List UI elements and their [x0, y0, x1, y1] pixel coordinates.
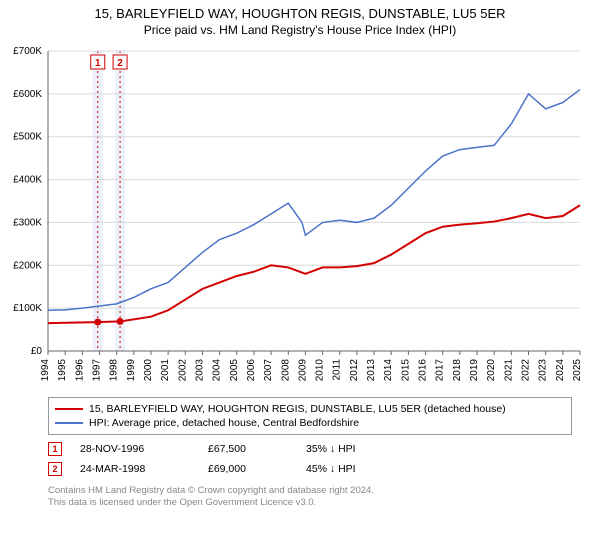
svg-text:2022: 2022 [521, 359, 532, 382]
legend-item: HPI: Average price, detached house, Cent… [55, 416, 565, 430]
svg-text:1997: 1997 [91, 359, 102, 382]
sales-row: 1 28-NOV-1996 £67,500 35% ↓ HPI [48, 439, 572, 459]
svg-text:2018: 2018 [452, 359, 463, 382]
sale-price: £69,000 [208, 463, 288, 475]
svg-text:2024: 2024 [555, 359, 566, 382]
svg-text:1: 1 [95, 58, 101, 69]
svg-text:1998: 1998 [109, 359, 120, 382]
svg-text:2023: 2023 [538, 359, 549, 382]
svg-text:2012: 2012 [349, 359, 360, 382]
chart-area: £0 £100K £200K £300K £400K £500K £600K £700K 199… [0, 41, 600, 391]
legend-label: 15, BARLEYFIELD WAY, HOUGHTON REGIS, DUN… [89, 403, 506, 415]
svg-text:2001: 2001 [160, 359, 171, 382]
svg-text:2: 2 [117, 58, 123, 69]
svg-text:£400K: £400K [13, 175, 42, 186]
footer-line-2: This data is licensed under the Open Gov… [48, 497, 572, 509]
line-chart: £0 £100K £200K £300K £400K £500K £600K £700K 199… [0, 41, 600, 391]
svg-text:2007: 2007 [263, 359, 274, 382]
svg-text:£100K: £100K [13, 303, 42, 314]
footer-attribution: Contains HM Land Registry data © Crown c… [48, 485, 572, 510]
svg-text:£300K: £300K [13, 217, 42, 228]
chart-subtitle: Price paid vs. HM Land Registry's House … [0, 21, 600, 41]
sale-price: £67,500 [208, 443, 288, 455]
sale-date: 24-MAR-1998 [80, 463, 190, 475]
svg-text:1999: 1999 [126, 359, 137, 382]
sale-hpi-delta: 35% ↓ HPI [306, 443, 396, 455]
svg-text:2010: 2010 [315, 359, 326, 382]
svg-text:2014: 2014 [383, 359, 394, 382]
svg-text:£600K: £600K [13, 89, 42, 100]
chart-title: 15, BARLEYFIELD WAY, HOUGHTON REGIS, DUN… [0, 0, 600, 21]
svg-text:2011: 2011 [332, 359, 343, 381]
sale-marker: 1 [48, 442, 62, 456]
svg-text:£700K: £700K [13, 46, 42, 57]
legend: 15, BARLEYFIELD WAY, HOUGHTON REGIS, DUN… [48, 397, 572, 435]
svg-text:2013: 2013 [366, 359, 377, 382]
svg-text:1994: 1994 [40, 359, 51, 382]
sales-row: 2 24-MAR-1998 £69,000 45% ↓ HPI [48, 459, 572, 479]
svg-text:2017: 2017 [435, 359, 446, 382]
svg-text:1996: 1996 [74, 359, 85, 382]
svg-text:2005: 2005 [229, 359, 240, 382]
svg-text:2019: 2019 [469, 359, 480, 382]
svg-text:£200K: £200K [13, 260, 42, 271]
svg-text:£500K: £500K [13, 132, 42, 143]
svg-text:2025: 2025 [572, 359, 583, 382]
svg-text:2006: 2006 [246, 359, 257, 382]
svg-text:2015: 2015 [400, 359, 411, 382]
svg-text:2002: 2002 [177, 359, 188, 382]
sale-hpi-delta: 45% ↓ HPI [306, 463, 396, 475]
svg-text:1995: 1995 [57, 359, 68, 382]
legend-item: 15, BARLEYFIELD WAY, HOUGHTON REGIS, DUN… [55, 402, 565, 416]
svg-text:2004: 2004 [212, 359, 223, 382]
sale-marker: 2 [48, 462, 62, 476]
footer-line-1: Contains HM Land Registry data © Crown c… [48, 485, 572, 497]
svg-text:2009: 2009 [297, 359, 308, 382]
legend-swatch [55, 422, 83, 424]
svg-text:2008: 2008 [280, 359, 291, 382]
svg-text:2003: 2003 [194, 359, 205, 382]
sales-table: 1 28-NOV-1996 £67,500 35% ↓ HPI 2 24-MAR-1998… [48, 439, 572, 479]
svg-text:2021: 2021 [503, 359, 514, 382]
svg-text:£0: £0 [31, 346, 43, 357]
legend-label: HPI: Average price, detached house, Cent… [89, 417, 359, 429]
sale-date: 28-NOV-1996 [80, 443, 190, 455]
svg-text:2016: 2016 [418, 359, 429, 382]
legend-swatch [55, 408, 83, 410]
svg-text:2000: 2000 [143, 359, 154, 382]
svg-text:2020: 2020 [486, 359, 497, 382]
